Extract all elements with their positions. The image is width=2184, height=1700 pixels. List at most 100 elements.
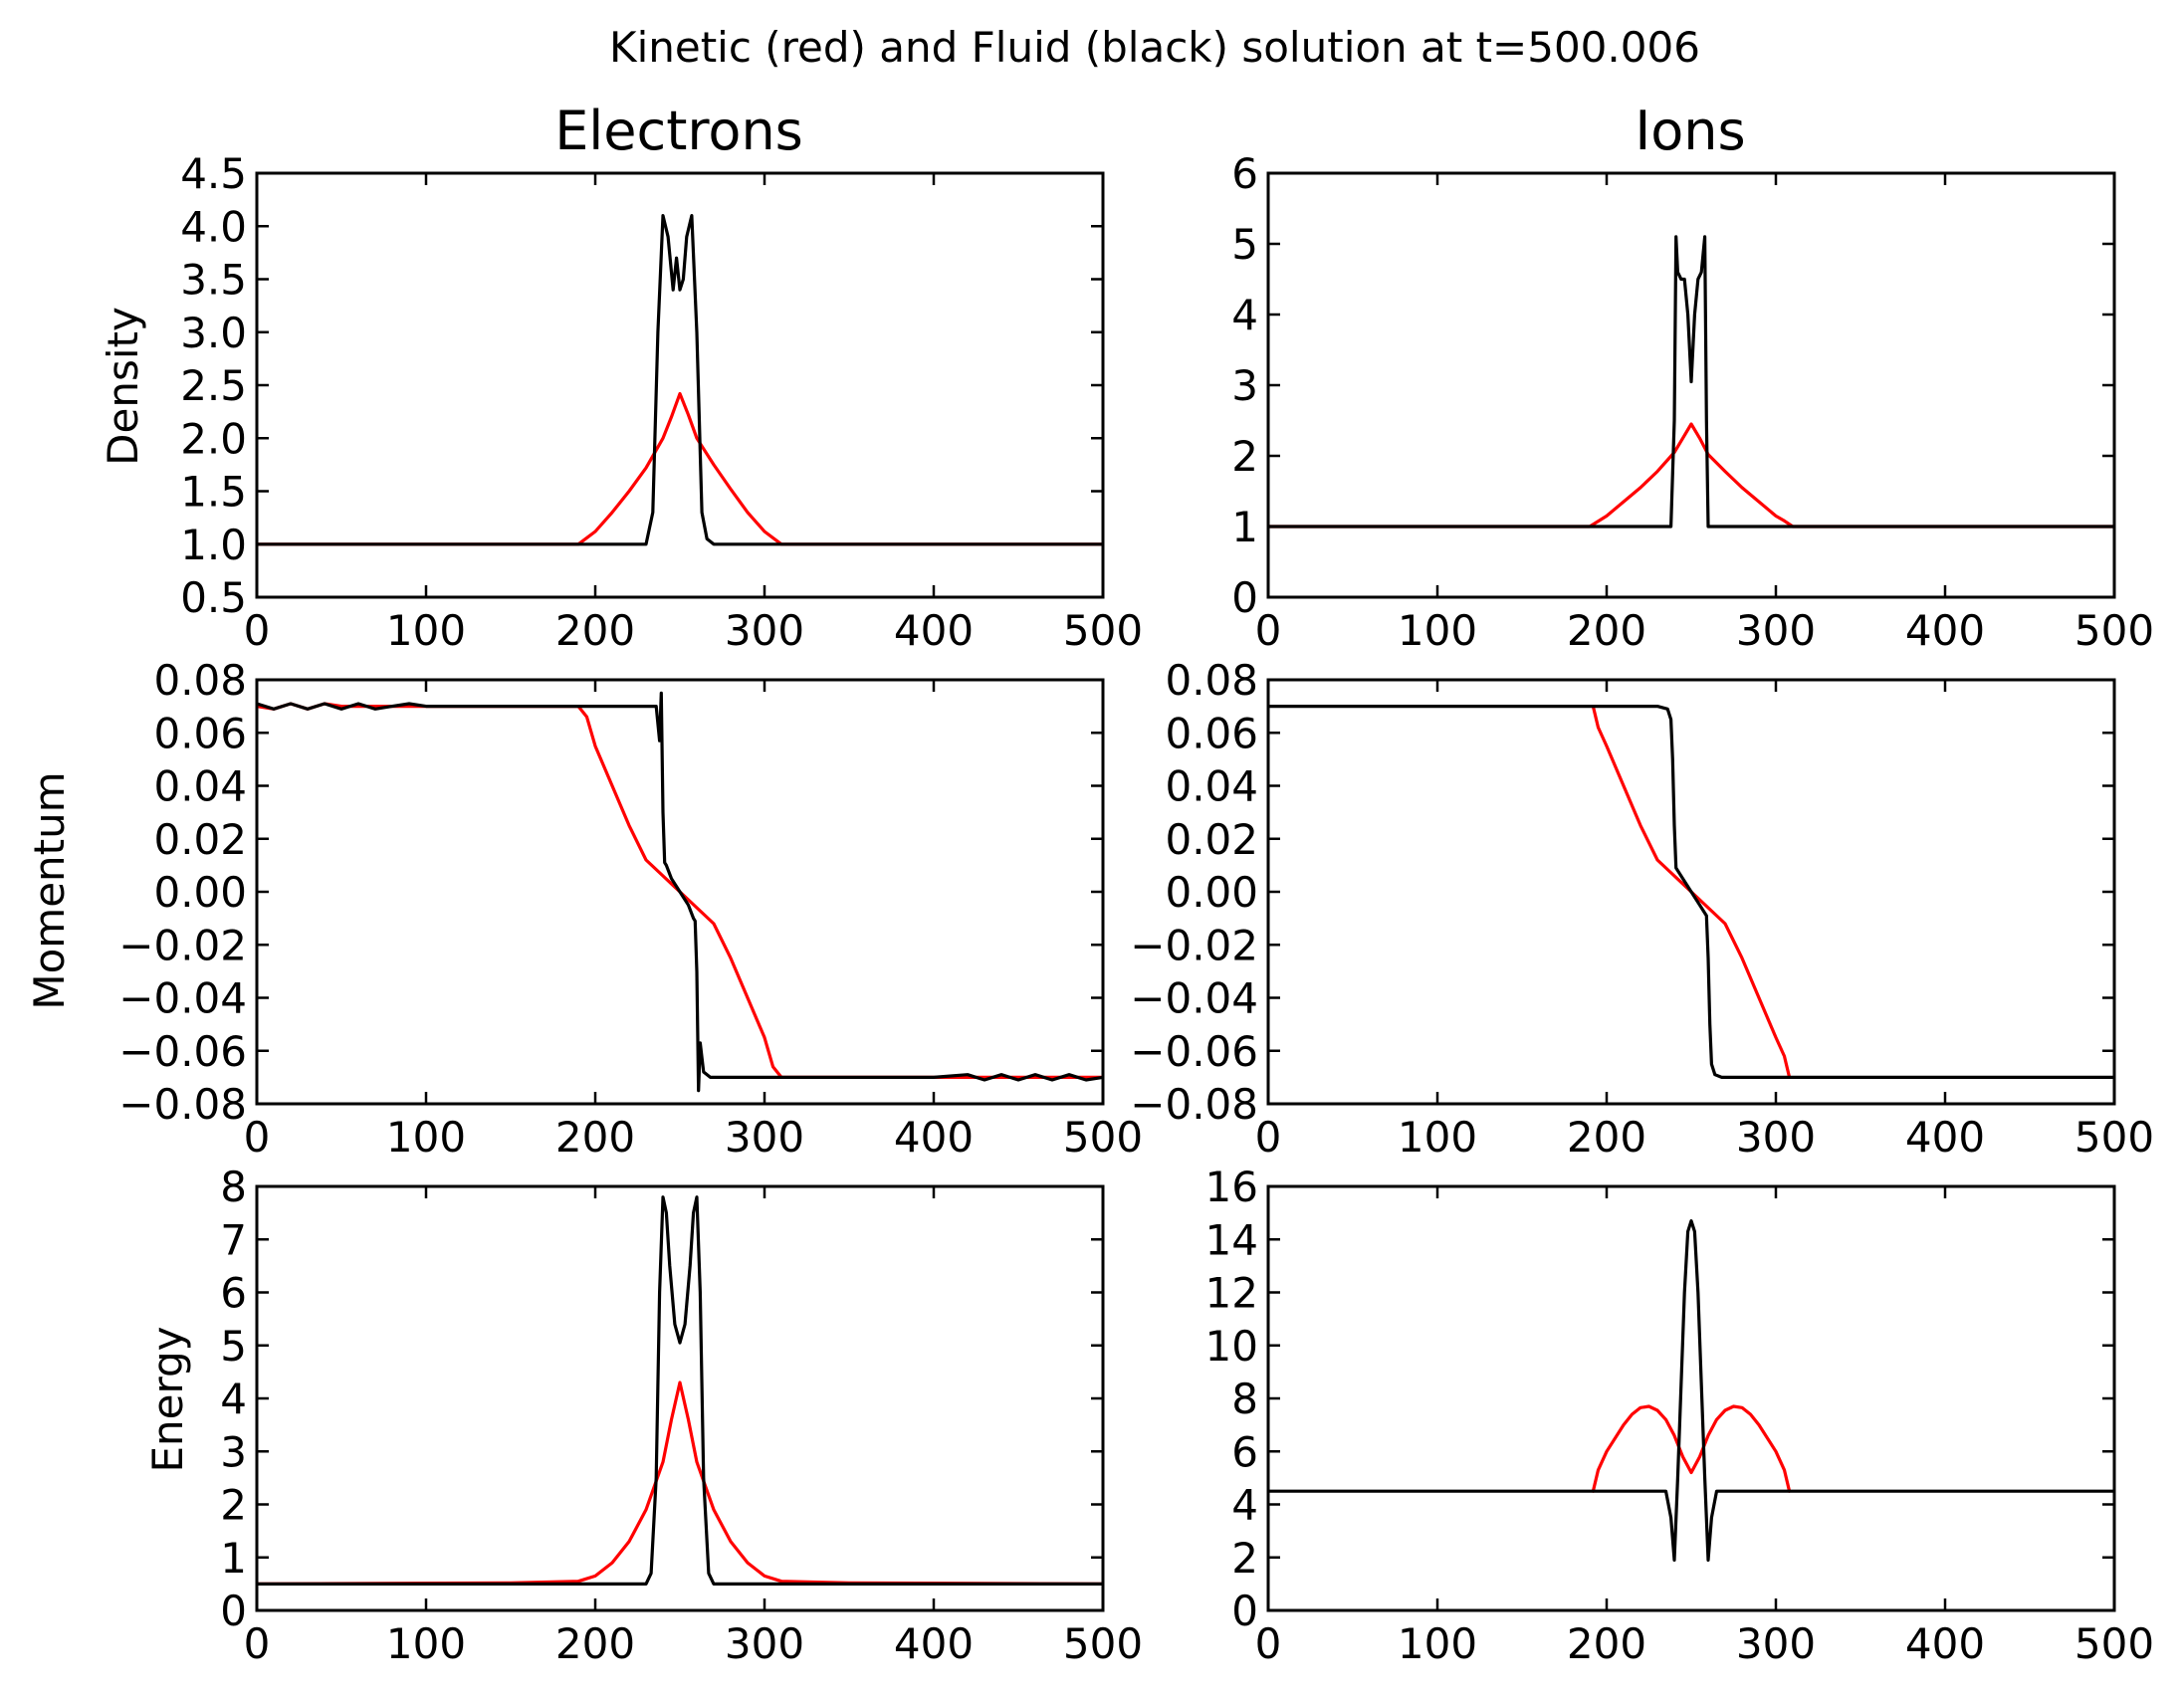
y-tick-label: 1.5 [180,468,247,517]
y-tick-label: 3.5 [180,256,247,305]
x-tick-label: 100 [1398,606,1477,655]
y-tick-label: −0.08 [118,1080,247,1129]
y-tick-label: 0.06 [153,709,247,757]
electrons-density-series-kinetic [257,391,1103,546]
x-tick-label: 400 [894,1619,974,1668]
y-tick-label: 4 [1231,291,1258,339]
x-tick-label: 100 [386,1113,466,1162]
ions-density-series-kinetic [1268,422,2114,529]
y-tick-label: 6 [1231,149,1258,198]
y-tick-label: 6 [220,1269,247,1318]
y-tick-label: 2.5 [180,361,247,410]
x-tick-label: 400 [1905,1619,1985,1668]
figure-title: Kinetic (red) and Fluid (black) solution… [609,23,1700,72]
y-tick-label: 0.02 [1165,815,1258,864]
x-tick-label: 200 [555,1113,635,1162]
y-tick-label: 0.00 [1165,868,1258,917]
panel-grid: 0 100 200 300 400 5000.51.01.52.02.53.03.54.0… [118,149,2154,1668]
y-tick-label: 10 [1205,1322,1258,1371]
series-group [257,214,1103,546]
y-tick-label: −0.04 [1130,974,1258,1023]
y-tick-label: 0 [1231,573,1258,622]
x-tick-label: 200 [1567,606,1646,655]
panel-ions-momentum: 0 100 200 300 400 5000.080.060.040.020.00−0.0… [1130,656,2154,1162]
x-tick-label: 400 [1905,1113,1985,1162]
ions-energy-series-kinetic [1591,1404,1792,1493]
y-tick-label: 0.08 [153,656,247,705]
series-group [1268,1218,2114,1563]
column-title-ions: Ions [1635,100,1745,162]
y-tick-label: 4 [220,1375,247,1423]
y-tick-label: 16 [1205,1163,1258,1211]
x-tick-label: 500 [1063,1619,1143,1668]
x-tick-label: 400 [1905,606,1985,655]
series-group [1268,235,2114,529]
x-tick-label: 500 [2075,606,2154,655]
y-tick-label: −0.02 [118,921,247,969]
y-tick-label: 2.0 [180,414,247,463]
y-tick-label: −0.02 [1130,921,1258,969]
row-label-energy: Energy [143,1326,192,1472]
series-group [1268,704,2114,1080]
series-group [257,1195,1103,1587]
x-tick-label: 0 [244,1113,271,1162]
y-tick-label: −0.04 [118,974,247,1023]
ions-momentum-series-fluid [1268,704,2114,1080]
y-tick-label: 3.0 [180,309,247,357]
x-tick-label: 200 [1567,1619,1646,1668]
electrons-energy-series-fluid [257,1195,1103,1587]
x-tick-label: 100 [1398,1113,1477,1162]
x-tick-label: 300 [725,606,804,655]
y-tick-label: 0.08 [1165,656,1258,705]
y-tick-label: 1.0 [180,521,247,569]
x-tick-label: 0 [244,606,271,655]
plot-frame [1266,1184,2116,1612]
x-tick-label: 300 [1736,1619,1816,1668]
electrons-momentum-series-fluid [257,691,1103,1093]
ions-density-series-fluid [1268,235,2114,529]
x-tick-label: 100 [386,606,466,655]
y-tick-label: 12 [1205,1269,1258,1318]
x-tick-label: 0 [1255,1113,1282,1162]
x-tick-label: 300 [725,1113,804,1162]
x-tick-label: 400 [894,606,974,655]
panel-electrons-density: 0 100 200 300 400 500 0.51.01.5 2.02.53.03.5 4.0… [180,149,1143,655]
y-tick-label: −0.06 [1130,1027,1258,1076]
panel-electrons-momentum: 0 100 200 300 400 5000.080.060.040.020.00−0.0… [118,656,1143,1162]
x-tick-label: 200 [555,606,635,655]
x-tick-label: 200 [1567,1113,1646,1162]
y-tick-label: 0.04 [1165,762,1258,811]
y-tick-label: 2 [1231,1534,1258,1583]
x-tick-label: 200 [555,1619,635,1668]
row-label-density: Density [99,307,147,466]
y-tick-label: 2 [1231,432,1258,481]
y-tick-label: 3 [1231,361,1258,410]
x-tick-label: 500 [2075,1619,2154,1668]
y-tick-label: 5 [1231,220,1258,269]
x-tick-label: 300 [725,1619,804,1668]
row-label-momentum: Momentum [25,771,74,1009]
x-tick-label: 0 [244,1619,271,1668]
y-tick-label: 0.00 [153,868,247,917]
y-tick-label: 1 [1231,503,1258,551]
plot-frame [1266,171,2116,599]
panel-ions-density: 0 100 200 300 400 500 0 1 2 3 4 5 6 [1231,149,2154,655]
y-tick-label: 3 [220,1427,247,1476]
x-tick-label: 500 [1063,1113,1143,1162]
y-tick-label: −0.08 [1130,1080,1258,1129]
plot-frame [255,1184,1105,1612]
column-title-electrons: Electrons [554,100,803,162]
electrons-momentum-series-kinetic [257,702,1103,1080]
x-tick-label: 100 [386,1619,466,1668]
y-tick-label: 1 [220,1534,247,1583]
x-tick-label: 500 [2075,1113,2154,1162]
y-tick-label: 14 [1205,1215,1258,1264]
x-tick-label: 100 [1398,1619,1477,1668]
y-tick-label: 8 [220,1163,247,1211]
x-tick-label: 0 [1255,1619,1282,1668]
y-tick-label: −0.06 [118,1027,247,1076]
x-tick-label: 300 [1736,606,1816,655]
y-tick-label: 2 [220,1481,247,1530]
